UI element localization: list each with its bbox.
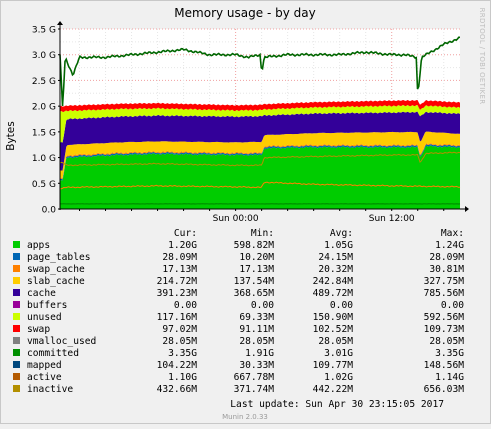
legend-value: 214.72M <box>157 276 198 287</box>
legend-value: 17.13M <box>239 264 274 275</box>
x-tick-label: Sun 00:00 <box>213 214 259 224</box>
legend-name: inactive <box>27 384 73 395</box>
legend-name: apps <box>27 240 50 251</box>
y-axis-label: Bytes <box>5 121 17 150</box>
legend-name: swap_cache <box>27 264 85 275</box>
legend-value: 785.56M <box>424 288 465 299</box>
legend-swatch <box>13 313 20 320</box>
legend-value: 24.15M <box>318 252 353 263</box>
legend-value: 28.05M <box>239 336 274 347</box>
legend-value: 97.02M <box>162 324 197 335</box>
legend-name: cache <box>27 288 56 299</box>
legend-value: 242.84M <box>313 276 354 287</box>
legend-swatch <box>13 265 20 272</box>
legend-value: 0.00 <box>441 300 464 311</box>
rrdtool-side-label: RRDTOOL / TOBI OETIKER <box>478 8 486 105</box>
legend-swatch <box>13 361 20 368</box>
legend-name: page_tables <box>27 252 91 263</box>
y-tick-label: 3.0 G <box>32 51 56 61</box>
legend-value: 442.22M <box>313 384 354 395</box>
legend-value: 656.03M <box>424 384 465 395</box>
legend-value: 3.01G <box>324 348 353 359</box>
legend-name: swap <box>27 324 50 335</box>
legend-value: 592.56M <box>424 312 465 323</box>
legend-value: 28.05M <box>318 336 353 347</box>
legend-value: 30.33M <box>239 360 274 371</box>
legend-name: committed <box>27 348 79 359</box>
legend-value: 0.00 <box>251 300 274 311</box>
legend-swatch <box>13 373 20 380</box>
legend-value: 1.10G <box>168 372 197 383</box>
legend-swatch <box>13 301 20 308</box>
legend-name: buffers <box>27 300 67 311</box>
legend-value: 368.65M <box>234 288 275 299</box>
legend-name: vmalloc_used <box>27 336 96 347</box>
legend-value: 1.05G <box>324 240 353 251</box>
chart-title: Memory usage - by day <box>174 6 315 20</box>
legend-value: 1.20G <box>168 240 197 251</box>
legend-value: 69.33M <box>239 312 274 323</box>
legend-name: active <box>27 372 62 383</box>
legend-value: 1.02G <box>324 372 353 383</box>
y-tick-label: 3.5 G <box>32 26 56 36</box>
x-tick-label: Sun 12:00 <box>369 214 415 224</box>
legend-value: 17.13M <box>162 264 197 275</box>
legend-value: 150.90M <box>313 312 354 323</box>
legend-value: 28.09M <box>162 252 197 263</box>
legend-header: Min: <box>251 228 274 239</box>
legend-value: 1.91G <box>245 348 274 359</box>
legend-value: 1.14G <box>435 372 464 383</box>
legend-value: 109.77M <box>313 360 354 371</box>
legend-swatch <box>13 289 20 296</box>
legend-value: 0.00 <box>330 300 353 311</box>
legend-value: 102.52M <box>313 324 354 335</box>
y-tick-label: 0.0 <box>42 206 57 216</box>
legend-name: unused <box>27 312 62 323</box>
y-tick-label: 0.5 G <box>32 180 56 190</box>
y-tick-label: 2.0 G <box>32 103 56 113</box>
legend-value: 137.54M <box>234 276 275 287</box>
legend-name: slab_cache <box>27 276 85 287</box>
y-tick-label: 1.0 G <box>32 154 56 164</box>
legend-value: 10.20M <box>239 252 274 263</box>
legend-value: 28.09M <box>429 252 464 263</box>
legend-value: 20.32M <box>318 264 353 275</box>
legend-swatch <box>13 253 20 260</box>
y-tick-label: 2.5 G <box>32 77 56 87</box>
legend-value: 28.05M <box>429 336 464 347</box>
legend-value: 0.00 <box>174 300 197 311</box>
legend-swatch <box>13 241 20 248</box>
legend-value: 3.35G <box>168 348 197 359</box>
legend-value: 489.72M <box>313 288 354 299</box>
legend-swatch <box>13 337 20 344</box>
legend-value: 3.35G <box>435 348 464 359</box>
legend-value: 432.66M <box>157 384 198 395</box>
legend-value: 28.05M <box>162 336 197 347</box>
legend-value: 391.23M <box>157 288 198 299</box>
legend-swatch <box>13 325 20 332</box>
y-tick-label: 1.5 G <box>32 128 56 138</box>
legend-value: 598.82M <box>234 240 275 251</box>
legend-value: 371.74M <box>234 384 275 395</box>
legend-header: Avg: <box>330 228 353 239</box>
legend-value: 109.73M <box>424 324 465 335</box>
legend-header: Cur: <box>174 228 197 239</box>
legend-value: 117.16M <box>157 312 198 323</box>
legend-value: 1.24G <box>435 240 464 251</box>
munin-version: Munin 2.0.33 <box>222 413 268 421</box>
legend-value: 148.56M <box>424 360 465 371</box>
last-update: Last update: Sun Apr 30 23:15:05 2017 <box>230 399 444 410</box>
legend-swatch <box>13 349 20 356</box>
legend-swatch <box>13 277 20 284</box>
legend-header: Max: <box>441 228 464 239</box>
legend-value: 327.75M <box>424 276 465 287</box>
legend-value: 667.78M <box>234 372 275 383</box>
legend-name: mapped <box>27 360 62 371</box>
legend-swatch <box>13 385 20 392</box>
legend-value: 104.22M <box>157 360 198 371</box>
legend-value: 91.11M <box>239 324 274 335</box>
legend-value: 30.81M <box>429 264 464 275</box>
